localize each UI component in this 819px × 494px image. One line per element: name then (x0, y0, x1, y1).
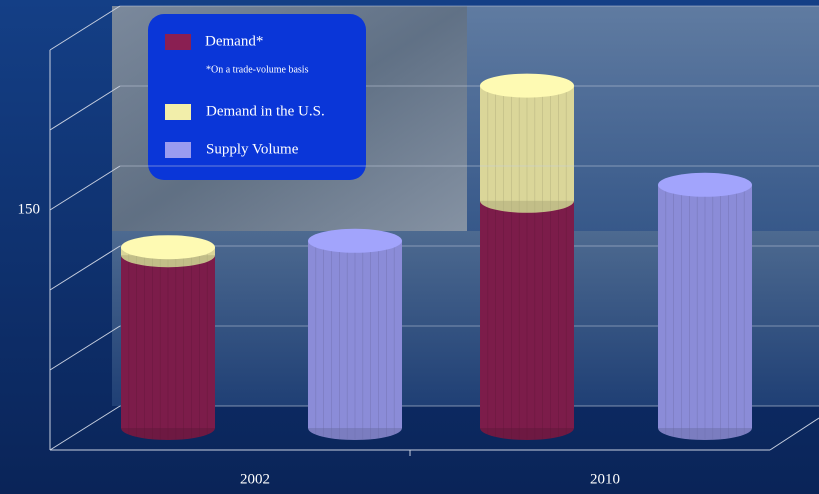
legend-label: Supply Volume (206, 141, 299, 157)
legend-label: Demand* (205, 33, 263, 49)
cylinder-segment (121, 235, 215, 268)
plot (121, 73, 752, 440)
cylinder-segment (480, 73, 574, 213)
legend (148, 14, 366, 180)
legend-note: *On a trade-volume basis (206, 64, 309, 75)
legend-swatch (165, 142, 191, 158)
cylinder-top (121, 235, 215, 260)
x-tick-label: 2002 (240, 471, 270, 487)
legend-label: Demand in the U.S. (206, 103, 325, 119)
cylinder-segment (658, 172, 752, 440)
y-tick-label: 150 (18, 201, 41, 217)
legend-swatch (165, 104, 191, 120)
cylinder-top (308, 228, 402, 253)
legend-box (148, 14, 366, 180)
legend-swatch (165, 34, 191, 50)
cylinder-top (480, 73, 574, 98)
grid-line (49, 165, 121, 211)
cylinder-segment (121, 243, 215, 440)
cylinder-segment (480, 188, 574, 440)
cylinder-segment (308, 228, 402, 440)
axes-frame (49, 5, 819, 456)
cylinder-top (658, 172, 752, 197)
x-tick-label: 2010 (590, 471, 620, 487)
